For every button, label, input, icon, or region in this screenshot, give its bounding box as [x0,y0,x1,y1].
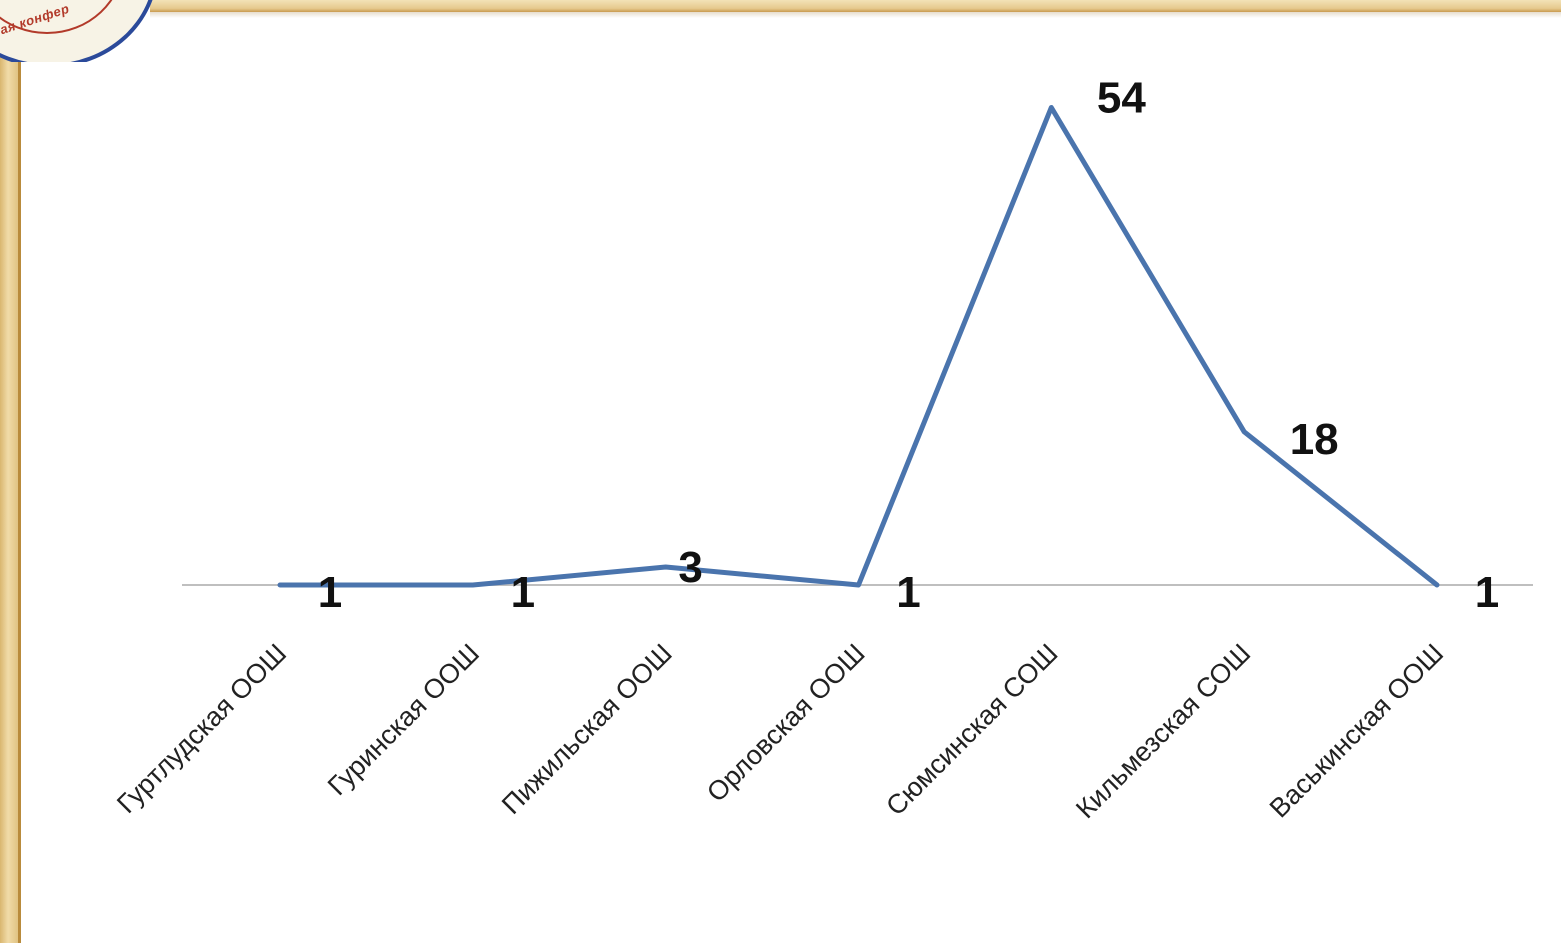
data-label-3: 3 [678,543,702,592]
top-frame-shadow [150,12,1561,18]
data-label-6: 18 [1290,415,1339,464]
data-label-1: 1 [318,568,342,617]
data-label-7: 1 [1475,568,1499,617]
left-frame-edge [18,60,21,943]
top-decorative-frame [150,0,1561,12]
data-label-4: 1 [896,568,920,617]
data-label-2: 1 [511,568,535,617]
x-tick-label-3: Пижильская ООШ [496,638,678,820]
x-axis-tick-labels: Гуртлудская ООШ Гуринская ООШ Пижильская О… [111,638,1449,824]
left-decorative-frame [0,0,18,943]
data-label-5: 54 [1097,73,1146,122]
x-tick-label-7: Васькинская ООШ [1264,638,1449,823]
conference-logo-seal: ая конфер [0,0,160,62]
x-tick-label-1: Гуртлудская ООШ [111,638,292,819]
x-tick-label-2: Гуринская ООШ [322,638,485,801]
series-line [277,105,1440,588]
data-labels: 1 1 3 1 54 18 1 [318,73,1499,617]
x-tick-label-4: Орловская ООШ [701,638,871,808]
x-tick-label-6: Кильмезская СОШ [1070,638,1256,824]
x-tick-label-5: Сюмсинская СОШ [880,638,1063,821]
